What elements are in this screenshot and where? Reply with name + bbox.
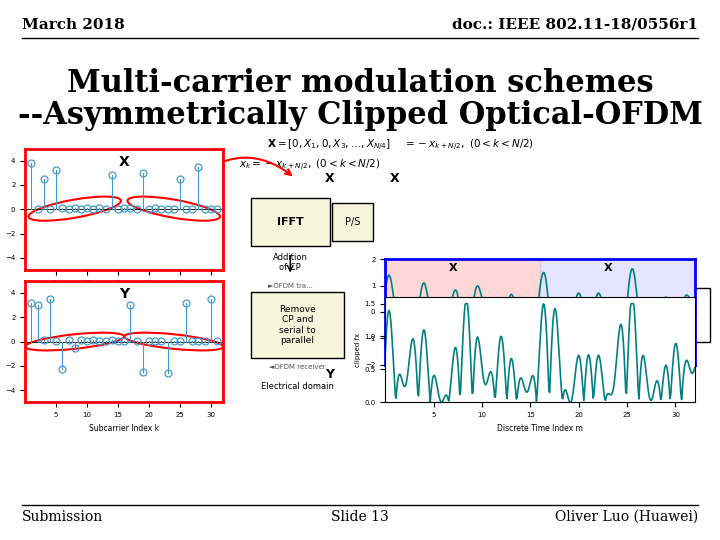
FancyBboxPatch shape bbox=[333, 203, 373, 241]
Text: $\mathbf{X}=[0,X_1,0,X_3,\ldots,X_{N/4}]$    $=-x_{k+N/2},\ (0<k<N/2)$: $\mathbf{X}=[0,X_1,0,X_3,\ldots,X_{N/4}]… bbox=[266, 138, 534, 153]
Text: X: X bbox=[449, 263, 457, 273]
Text: --Asymmetrically Clipped Optical-OFDM: --Asymmetrically Clipped Optical-OFDM bbox=[17, 100, 703, 131]
Text: Remove
CP and
serial to
parallel: Remove CP and serial to parallel bbox=[279, 305, 315, 345]
Text: Addition
of CP: Addition of CP bbox=[273, 253, 307, 272]
Text: X: X bbox=[390, 172, 400, 185]
X-axis label: Discrete Time Index m: Discrete Time Index m bbox=[497, 423, 583, 433]
FancyBboxPatch shape bbox=[251, 292, 343, 358]
Text: X: X bbox=[603, 263, 612, 273]
Text: Optical
Channel: Optical Channel bbox=[660, 298, 698, 318]
Text: P/S: P/S bbox=[345, 217, 361, 227]
Text: Submission: Submission bbox=[22, 510, 103, 524]
Text: y: y bbox=[391, 368, 399, 381]
FancyBboxPatch shape bbox=[648, 288, 710, 342]
Text: Oliver Luo (Huawei): Oliver Luo (Huawei) bbox=[554, 510, 698, 524]
Text: Slide 13: Slide 13 bbox=[331, 510, 389, 524]
Text: Y: Y bbox=[325, 368, 335, 381]
Text: Multi-carrier modulation schemes: Multi-carrier modulation schemes bbox=[67, 68, 653, 99]
FancyBboxPatch shape bbox=[251, 198, 330, 246]
Text: March 2018: March 2018 bbox=[22, 18, 125, 32]
Text: Electrical domain: Electrical domain bbox=[261, 382, 333, 391]
Text: $h(t)$: $h(t)$ bbox=[670, 323, 688, 336]
Text: IFFT: IFFT bbox=[277, 217, 304, 227]
X-axis label: Subcarrier Index k: Subcarrier Index k bbox=[89, 291, 159, 300]
X-axis label: Discrete Time Index m: Discrete Time Index m bbox=[497, 386, 583, 395]
Text: ◄OFDM receiver: ◄OFDM receiver bbox=[269, 364, 325, 370]
Text: doc.: IEEE 802.11-18/0556r1: doc.: IEEE 802.11-18/0556r1 bbox=[452, 18, 698, 32]
Y-axis label: clipped fx: clipped fx bbox=[356, 333, 361, 367]
Text: X: X bbox=[325, 172, 335, 185]
X-axis label: Subcarrier Index k: Subcarrier Index k bbox=[89, 423, 159, 433]
Text: y: y bbox=[531, 343, 539, 356]
Text: clipping: clipping bbox=[638, 361, 687, 375]
Text: $x_k=-x_{k+N/2},\ (0<k<N/2)$: $x_k=-x_{k+N/2},\ (0<k<N/2)$ bbox=[239, 158, 381, 173]
Text: ►OFDM tra...: ►OFDM tra... bbox=[268, 283, 312, 289]
Text: Y: Y bbox=[119, 287, 130, 301]
Text: X: X bbox=[119, 154, 130, 168]
